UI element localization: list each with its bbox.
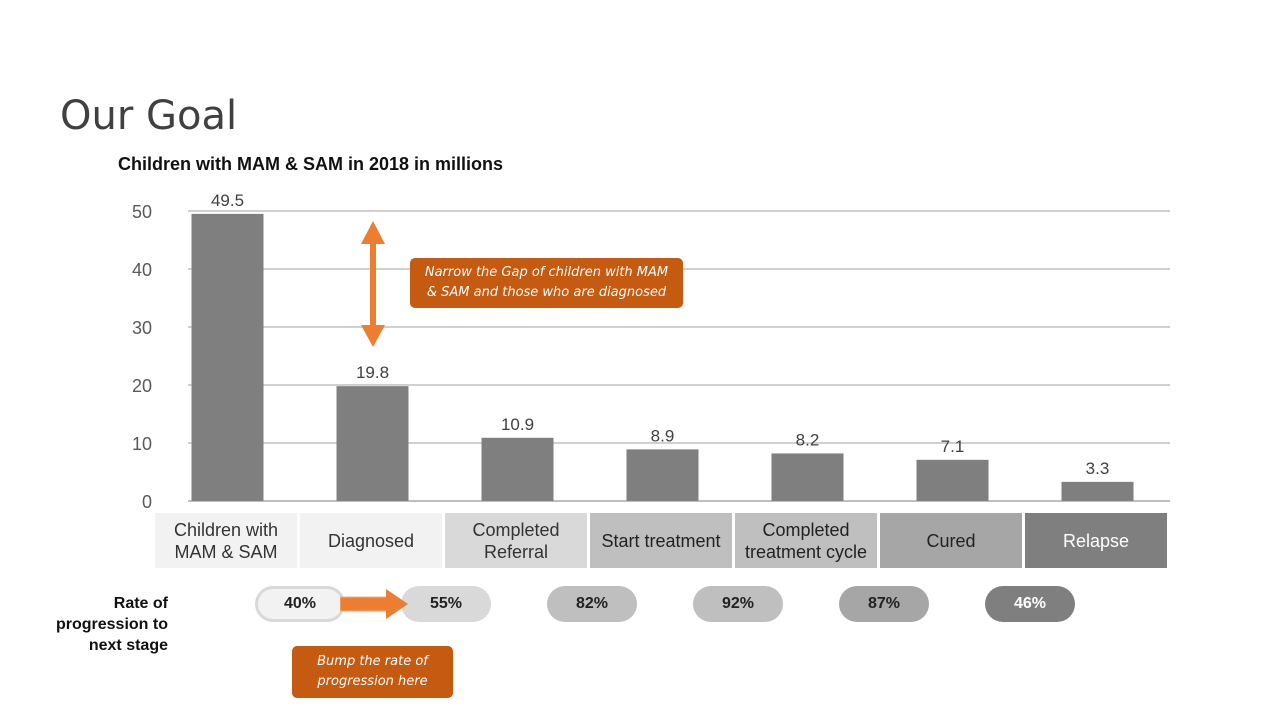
y-tick-label: 50: [132, 202, 152, 222]
rate-pill: 82%: [547, 586, 637, 622]
y-tick-label: 40: [132, 260, 152, 280]
y-tick-label: 30: [132, 318, 152, 338]
bar: [481, 437, 554, 501]
stage-label: Relapse: [1025, 513, 1167, 568]
bar-value-label: 8.2: [796, 430, 820, 449]
rate-pill: 92%: [693, 586, 783, 622]
rate-callout: Bump the rate of progression here: [292, 646, 453, 698]
chart-bars: [191, 213, 1134, 501]
gap-arrow-head-up: [361, 221, 385, 244]
annotations: [361, 221, 385, 347]
stage-label: Start treatment: [590, 513, 732, 568]
page-title: Our Goal: [60, 92, 238, 139]
value-labels: 49.5 19.8 10.9 8.9 8.2 7.1 3.3: [211, 191, 1109, 478]
y-tick-label: 10: [132, 434, 152, 454]
chart-title: Children with MAM & SAM in 2018 in milli…: [118, 154, 504, 174]
rate-label: Rate of progression to next stage: [55, 595, 168, 654]
bar: [626, 449, 699, 501]
y-tick-label: 20: [132, 376, 152, 396]
gap-arrow-head-down: [361, 325, 385, 347]
stage-label: Cured: [880, 513, 1022, 568]
bar-value-label: 3.3: [1086, 459, 1110, 478]
stage-label: Completed Referral: [445, 513, 587, 568]
stage-label: Children with MAM & SAM: [155, 513, 297, 568]
bar: [336, 386, 409, 501]
y-axis-ticks: 0 10 20 30 40 50: [132, 202, 152, 512]
rate-pill: 40%: [255, 586, 345, 622]
y-tick-label: 0: [142, 492, 152, 512]
bar-value-label: 49.5: [211, 191, 244, 210]
bar: [1061, 481, 1134, 501]
bar-value-label: 10.9: [501, 415, 534, 434]
gap-callout: Narrow the Gap of children with MAM & SA…: [410, 258, 683, 308]
rate-pill: 46%: [985, 586, 1075, 622]
gap-arrow-shaft: [370, 240, 376, 330]
bar-value-label: 8.9: [651, 426, 675, 445]
stage-label: Diagnosed: [300, 513, 442, 568]
bar: [771, 453, 844, 501]
rate-arrow: [340, 589, 408, 619]
bar: [916, 459, 989, 501]
bar-value-label: 7.1: [941, 437, 965, 456]
bar: [191, 213, 264, 501]
bar-value-label: 19.8: [356, 363, 389, 382]
rate-pill: 87%: [839, 586, 929, 622]
stage-label: Completed treatment cycle: [735, 513, 877, 568]
rate-pill: 55%: [401, 586, 491, 622]
